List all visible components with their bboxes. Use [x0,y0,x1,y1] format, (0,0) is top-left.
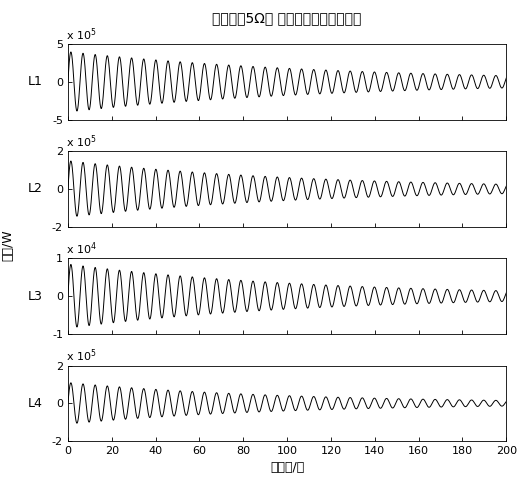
Text: x 10$^5$: x 10$^5$ [66,347,96,364]
X-axis label: 采样点/个: 采样点/个 [270,462,304,474]
Text: 功率/W: 功率/W [2,229,14,261]
Text: x 10$^5$: x 10$^5$ [66,133,96,150]
Text: x 10$^5$: x 10$^5$ [66,26,96,43]
Text: x 10$^4$: x 10$^4$ [66,240,97,257]
Y-axis label: L3: L3 [28,290,43,303]
Title: 故障电阻5Ω时 各线路主频零序功率图: 故障电阻5Ω时 各线路主频零序功率图 [212,11,362,25]
Y-axis label: L2: L2 [28,182,43,196]
Y-axis label: L4: L4 [28,397,43,410]
Y-axis label: L1: L1 [28,75,43,88]
